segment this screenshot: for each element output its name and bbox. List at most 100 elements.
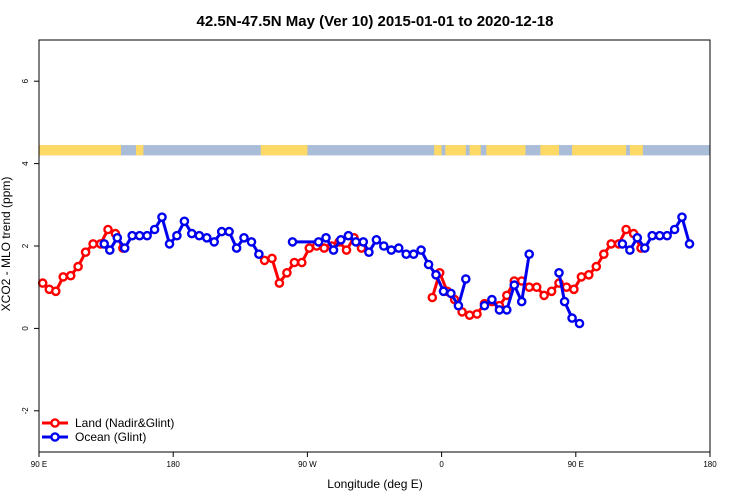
series-1-point-0-6	[142, 230, 152, 241]
series-0-point-2-5	[464, 310, 475, 321]
series-1-point-1-0	[287, 237, 298, 247]
series-1-point-1-8	[364, 247, 374, 257]
series-1-point-3-1	[559, 296, 570, 307]
series-1-point-0-13	[194, 230, 205, 241]
series-1-point-1-19	[446, 288, 456, 299]
series-1-point-0-16	[216, 226, 227, 237]
series-1-point-4-6	[662, 230, 672, 241]
series-0-point-1-5	[296, 257, 307, 268]
x-tick-label-1: 180	[167, 460, 181, 469]
axes: 90 E 180 90 W 0 90 E 180 -2 0 2 4 6	[21, 78, 717, 469]
series-1-point-2-0	[479, 300, 490, 311]
ocean-band	[39, 145, 710, 156]
x-tick-label-2: 90 W	[298, 460, 317, 469]
series-1-point-0-4	[127, 230, 137, 241]
land-band-segment-8	[572, 145, 627, 156]
land-band-segment-0	[39, 145, 122, 156]
series-1-point-1-14	[408, 249, 419, 259]
series-1-point-0-14	[201, 232, 212, 243]
series-1-point-2-5	[516, 296, 527, 307]
series-1-point-0-11	[179, 216, 190, 227]
series-0-point-2-15	[539, 290, 549, 301]
series-layer	[37, 212, 695, 329]
land-ocean-band	[39, 145, 710, 156]
legend-label-0: Land (Nadir&Glint)	[75, 416, 174, 430]
land-band-segment-3	[434, 145, 442, 156]
series-1-point-0-1	[105, 245, 115, 255]
series-1-point-1-6	[351, 237, 361, 247]
series-1-point-1-20	[453, 300, 464, 311]
series-1-line-0	[103, 215, 261, 255]
series-0-point-2-6	[472, 309, 482, 319]
series-1-point-0-10	[172, 230, 182, 241]
series-1-point-1-11	[386, 245, 397, 255]
x-tick-label-3: 0	[439, 460, 444, 469]
series-0-point-1-11	[341, 245, 352, 255]
series-0-point-0-6	[80, 247, 91, 257]
series-1-point-4-9	[684, 239, 695, 249]
series-0-point-0-9	[103, 224, 113, 235]
series-1-point-1-2	[321, 232, 331, 243]
series-1-point-1-17	[431, 269, 441, 280]
series-0-point-0-7	[88, 239, 98, 249]
series-1-point-4-2	[632, 232, 643, 243]
x-tick-label-4: 90 E	[568, 460, 584, 469]
series-1-point-1-1	[313, 237, 324, 247]
series-1-point-4-0	[617, 239, 628, 249]
land-band-segment-2	[260, 145, 308, 156]
series-1-point-4-5	[654, 230, 665, 241]
series-1-point-2-1	[487, 294, 497, 305]
series-1-point-0-17	[224, 226, 234, 237]
y-tick-label-1: 0	[21, 326, 30, 331]
series-1-point-4-1	[625, 245, 635, 255]
series-1-point-4-3	[640, 243, 650, 253]
series-1-point-1-4	[336, 234, 346, 245]
series-1-point-1-7	[358, 237, 369, 247]
series-1-point-1-12	[393, 243, 404, 253]
series-0-point-2-21	[584, 269, 594, 280]
series-0-point-2-22	[591, 261, 602, 272]
series-0-point-2-26	[621, 224, 631, 235]
series-1-point-4-4	[647, 230, 658, 241]
series-0-point-1-1	[267, 253, 277, 264]
plot-frame	[38, 39, 711, 453]
legend-label-1: Ocean (Glint)	[75, 430, 146, 444]
land-band-segment-9	[629, 145, 643, 156]
y-tick-label-4: 6	[21, 78, 30, 83]
series-1-point-1-10	[378, 241, 389, 251]
legend-marker-1	[50, 432, 60, 442]
y-axis-label: XCO2 - MLO trend (ppm)	[0, 177, 13, 312]
series-1-point-2-4	[509, 280, 520, 290]
series-0-point-0-5	[73, 261, 83, 272]
legend-marker-0	[50, 418, 60, 428]
series-0-point-2-20	[576, 272, 587, 282]
series-0-point-2-23	[599, 249, 609, 259]
y-tick-label-2: 2	[21, 243, 30, 248]
series-0-point-0-0	[37, 278, 48, 288]
x-tick-label-5: 180	[703, 460, 717, 469]
series-1-point-2-2	[494, 305, 505, 315]
y-tick-label-3: 4	[21, 161, 30, 166]
series-0-point-2-24	[606, 239, 617, 249]
series-1-point-0-8	[157, 212, 167, 222]
series-1-point-2-6	[524, 249, 535, 259]
series-1-point-1-13	[401, 249, 412, 259]
land-band-segment-4	[445, 145, 466, 156]
series-1-point-0-12	[186, 228, 197, 239]
series-1-point-4-7	[669, 224, 680, 235]
series-0-point-2-14	[531, 282, 542, 293]
series-1-point-0-0	[99, 239, 109, 249]
series-1-point-0-3	[119, 243, 130, 253]
chart-title: 42.5N-47.5N May (Ver 10) 2015-01-01 to 2…	[197, 13, 554, 30]
y-tick-label-0: -2	[21, 407, 30, 415]
series-1-point-4-8	[677, 212, 687, 222]
series-0-point-1-3	[282, 267, 292, 278]
series-1-point-1-21	[460, 274, 471, 284]
series-1-point-1-16	[423, 259, 434, 270]
series-1-point-3-3	[574, 318, 585, 329]
series-0-point-0-2	[51, 286, 61, 297]
land-band-segment-1	[135, 145, 144, 156]
series-0-point-2-13	[524, 282, 535, 293]
series-1-point-0-9	[164, 239, 175, 249]
series-1-point-0-18	[231, 243, 242, 253]
